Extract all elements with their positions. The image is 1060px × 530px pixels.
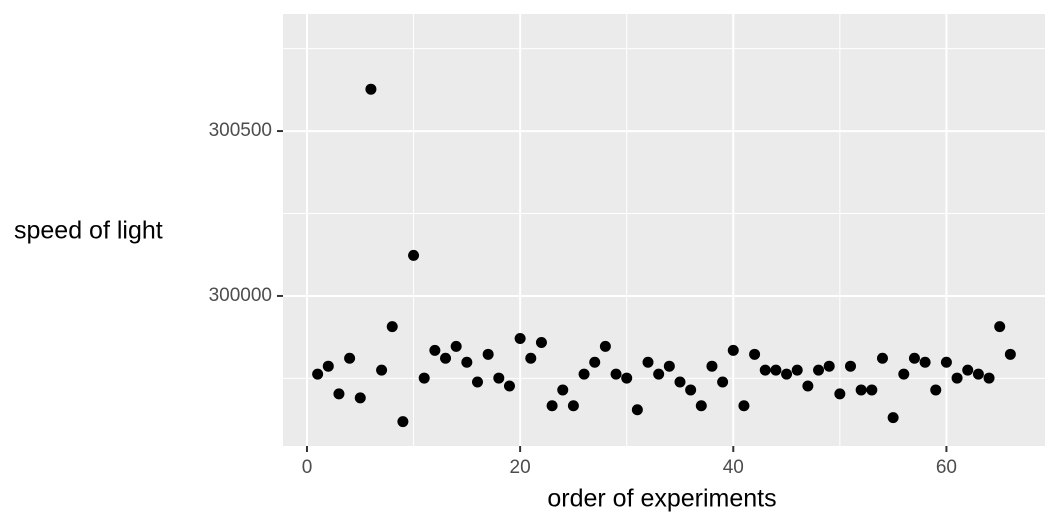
point	[376, 364, 388, 376]
point	[706, 360, 718, 372]
point	[876, 352, 888, 364]
point	[685, 384, 697, 396]
point	[834, 388, 846, 400]
point	[866, 384, 878, 396]
point	[898, 368, 910, 380]
point	[354, 392, 366, 404]
point	[493, 372, 505, 384]
point	[344, 352, 356, 364]
point	[546, 400, 558, 412]
point	[589, 356, 601, 368]
point	[770, 364, 782, 376]
point	[386, 321, 398, 333]
point	[727, 344, 739, 356]
point	[717, 376, 729, 388]
point	[653, 368, 665, 380]
point	[855, 384, 867, 396]
point	[695, 400, 707, 412]
point	[471, 376, 483, 388]
point	[823, 360, 835, 372]
point	[440, 352, 452, 364]
point	[482, 348, 494, 360]
point	[951, 372, 963, 384]
x-tick-label: 0	[302, 457, 313, 478]
point	[813, 364, 825, 376]
point	[397, 416, 409, 428]
point	[781, 368, 793, 380]
point	[919, 356, 931, 368]
point	[322, 360, 334, 372]
point	[887, 412, 899, 424]
point	[983, 372, 995, 384]
point	[557, 384, 569, 396]
point	[663, 360, 675, 372]
point	[845, 360, 857, 372]
point	[1004, 348, 1016, 360]
x-tick-label: 60	[936, 457, 957, 478]
point	[674, 376, 686, 388]
point	[429, 344, 441, 356]
point	[567, 400, 579, 412]
y-tick-label: 300000	[209, 285, 272, 306]
point	[802, 380, 814, 392]
panel	[283, 14, 1045, 446]
point	[930, 384, 942, 396]
point	[599, 340, 611, 352]
point	[525, 352, 537, 364]
x-tick-label: 20	[510, 457, 531, 478]
point	[962, 364, 974, 376]
x-tick-label: 40	[723, 457, 744, 478]
point	[578, 368, 590, 380]
point	[749, 348, 761, 360]
point	[759, 364, 771, 376]
point	[450, 340, 462, 352]
point	[940, 356, 952, 368]
point	[535, 336, 547, 348]
point	[631, 404, 643, 416]
point	[365, 83, 377, 95]
point	[791, 364, 803, 376]
point	[461, 356, 473, 368]
point	[418, 372, 430, 384]
point	[972, 368, 984, 380]
point	[503, 380, 515, 392]
point	[312, 368, 324, 380]
x-axis-title: order of experiments	[547, 485, 776, 513]
point	[642, 356, 654, 368]
point	[408, 249, 420, 261]
point	[610, 368, 622, 380]
point	[738, 400, 750, 412]
point	[514, 332, 526, 344]
y-tick-label: 300500	[209, 120, 272, 141]
point	[333, 388, 345, 400]
point	[994, 321, 1006, 333]
y-axis-title: speed of light	[14, 217, 163, 245]
point	[908, 352, 920, 364]
point	[621, 372, 633, 384]
